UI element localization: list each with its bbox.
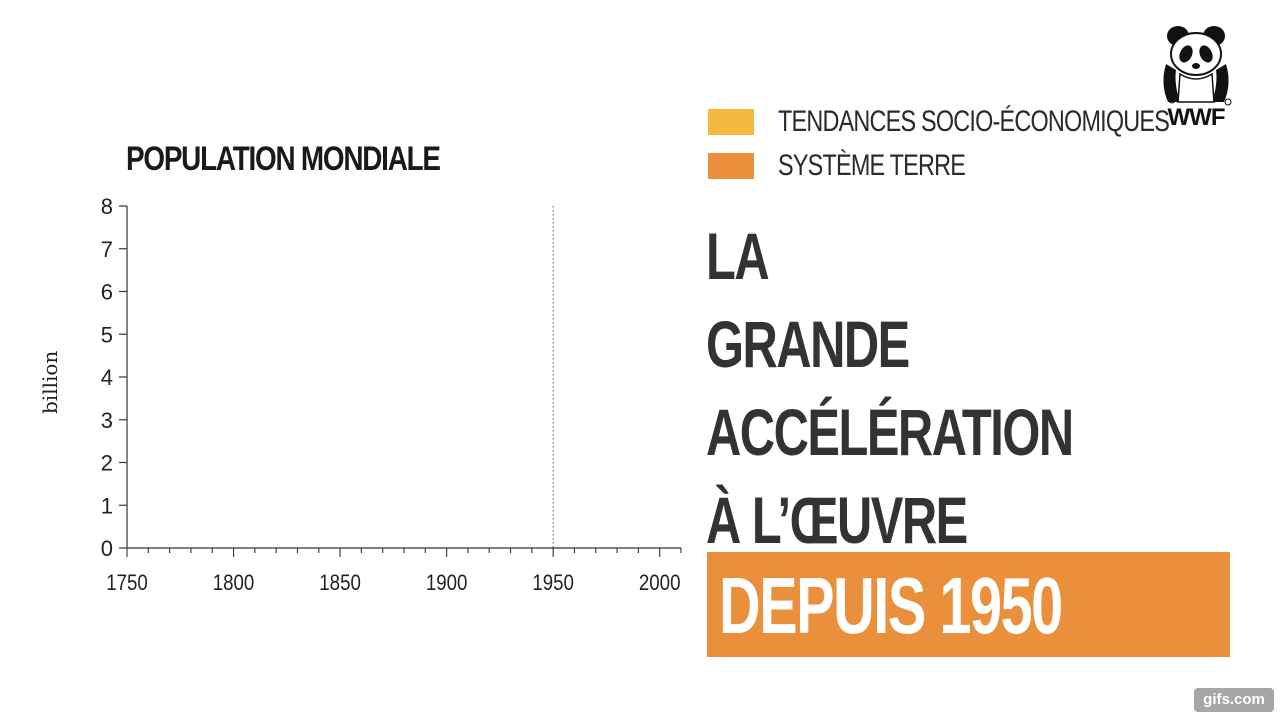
- panda-icon: [1163, 26, 1232, 106]
- y-tick-label-0: 0: [101, 536, 113, 561]
- legend-swatch-earth-system: [708, 153, 754, 179]
- legend-item-socio-economic: TENDANCES SOCIO-ÉCONOMIQUES: [708, 100, 1279, 144]
- headline-line-3: ACCÉLÉRATION: [706, 395, 1074, 469]
- y-tick-label-5: 5: [101, 322, 113, 347]
- y-tick-label-1: 1: [101, 493, 113, 518]
- legend-swatch-socio-economic: [708, 109, 754, 135]
- legend-label-earth-system: SYSTÈME TERRE: [778, 149, 966, 182]
- y-tick-label-6: 6: [101, 280, 113, 305]
- legend-item-earth-system: SYSTÈME TERRE: [708, 144, 1279, 188]
- y-tick-label-2: 2: [101, 451, 113, 476]
- legend: TENDANCES SOCIO-ÉCONOMIQUES SYSTÈME TERR…: [708, 100, 1279, 188]
- population-chart: 0 1 2 3 4 5 6 7 8 1750 1800 1850 1900 1950 2000: [101, 194, 682, 596]
- chart-title: POPULATION MONDIALE: [126, 140, 441, 178]
- x-tick-label-1800: 1800: [213, 572, 255, 596]
- headline-line-1: LA: [706, 219, 770, 293]
- wwf-logo-text: WWF: [1167, 104, 1226, 131]
- y-tick-label-4: 4: [101, 365, 113, 390]
- y-tick-label-7: 7: [101, 237, 113, 262]
- x-tick-label-1750: 1750: [106, 572, 148, 596]
- headline: LA GRANDE ACCÉLÉRATION À L’ŒUVRE: [706, 212, 1201, 564]
- legend-label-socio-economic: TENDANCES SOCIO-ÉCONOMIQUES: [778, 105, 1170, 138]
- y-tick-label-3: 3: [101, 408, 113, 433]
- watermark: gifs.com: [1194, 688, 1274, 712]
- x-tick-label-1900: 1900: [426, 572, 468, 596]
- y-tick-label-8: 8: [101, 194, 113, 219]
- x-tick-label-1950: 1950: [532, 572, 574, 596]
- x-tick-label-1850: 1850: [319, 572, 361, 596]
- headline-line-4: À L’ŒUVRE: [706, 483, 968, 557]
- headline-line-2: GRANDE: [706, 307, 910, 381]
- x-tick-label-2000: 2000: [639, 572, 681, 596]
- headline-highlight-text: DEPUIS 1950: [719, 561, 1063, 650]
- headline-highlight-box: DEPUIS 1950: [707, 552, 1230, 657]
- wwf-logo: WWF: [1158, 24, 1234, 134]
